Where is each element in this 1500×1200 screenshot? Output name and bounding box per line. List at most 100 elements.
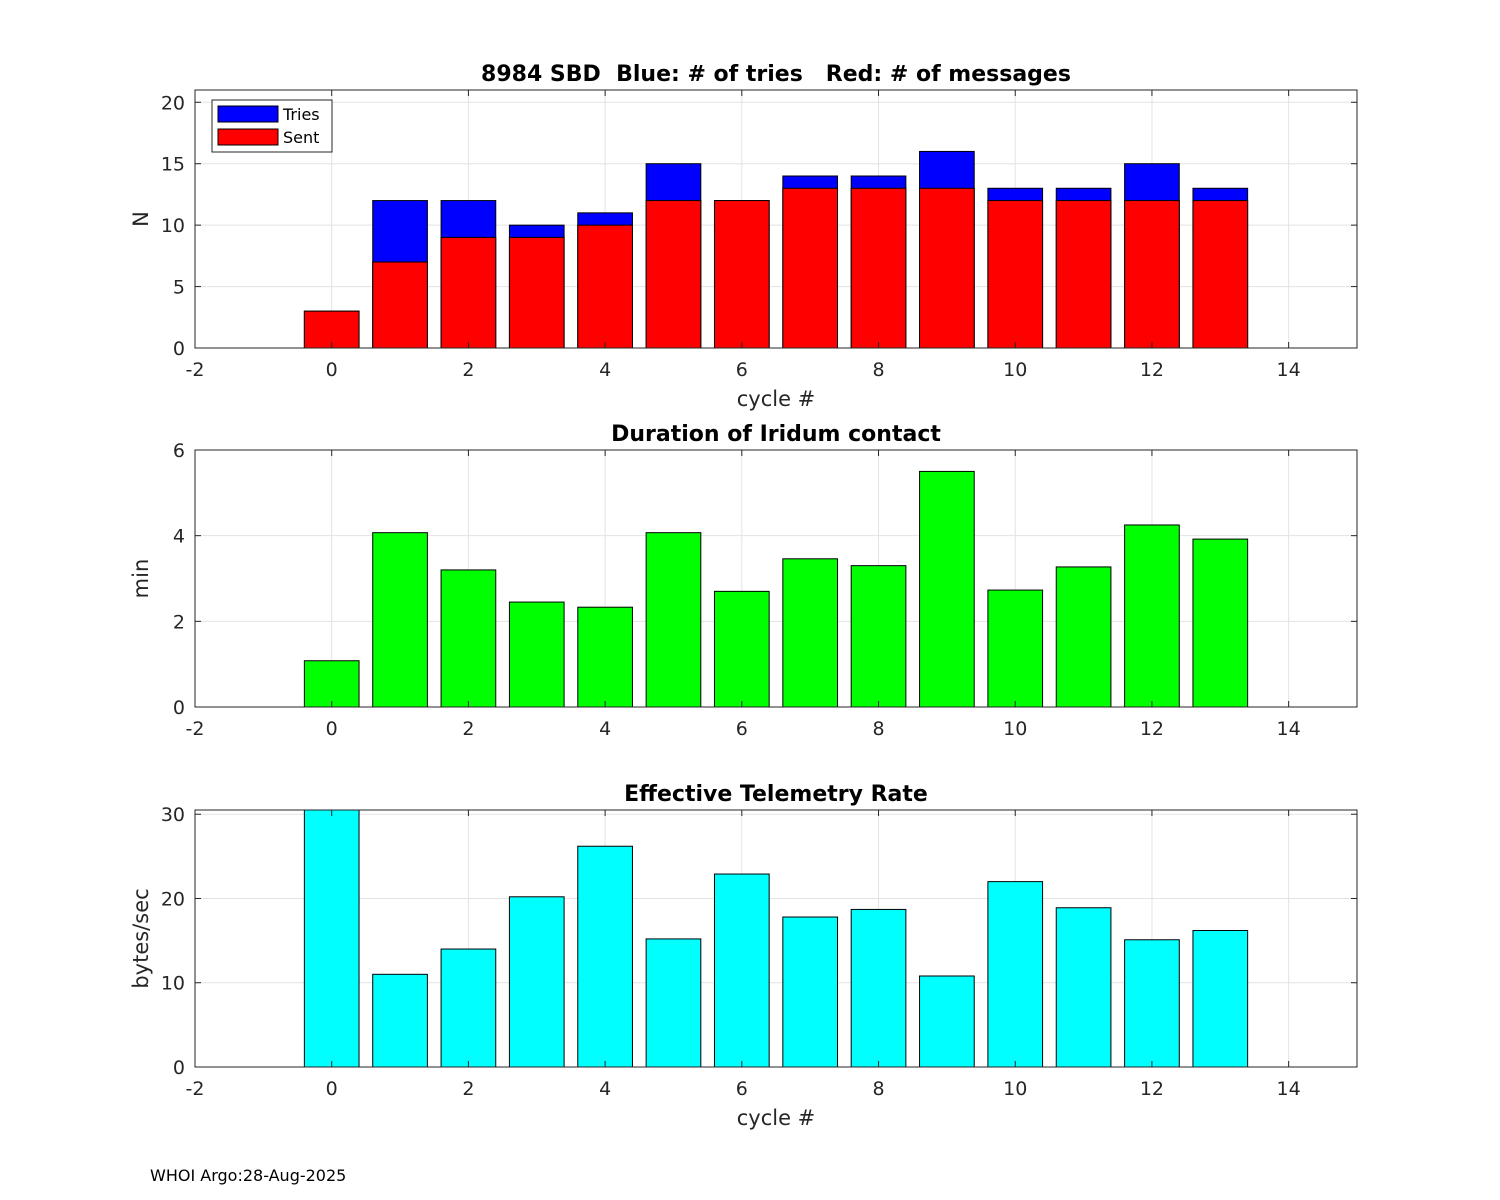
x-tick-label: 8: [872, 1078, 884, 1100]
chart-title: Effective Telemetry Rate: [624, 782, 928, 807]
bar-sent-cycle-11: [1055, 200, 1112, 349]
bar-value-cycle-2: [440, 948, 497, 1068]
y-tick-label: 10: [161, 973, 185, 995]
y-tick-label: 20: [161, 92, 185, 114]
x-tick-label: 4: [599, 1078, 611, 1100]
bar-value-cycle-4: [577, 845, 633, 1068]
x-tick-label: 10: [1003, 718, 1027, 740]
y-axis-label: N: [129, 211, 153, 227]
bar-value-cycle-0: [303, 660, 360, 708]
y-tick-label: 15: [161, 154, 185, 176]
x-tick-label: 4: [599, 718, 611, 740]
x-tick-label: 0: [326, 718, 338, 740]
bar-sent-cycle-9: [919, 187, 975, 349]
x-tick-label: 12: [1140, 718, 1164, 740]
bar-value-cycle-1: [372, 973, 428, 1068]
bar-sent-cycle-13: [1192, 200, 1249, 349]
bar-value-cycle-11: [1055, 566, 1112, 708]
bar-sent-cycle-10: [987, 200, 1044, 349]
x-tick-label: 2: [462, 1078, 474, 1100]
legend-label-sent: Sent: [283, 128, 319, 147]
y-axis-label: min: [129, 559, 153, 599]
bar-value-cycle-10: [987, 589, 1044, 708]
bar-value-cycle-6: [713, 873, 770, 1068]
bar-value-cycle-10: [987, 881, 1044, 1068]
bar-value-cycle-13: [1192, 538, 1249, 708]
chart-title: Duration of Iridum contact: [611, 422, 941, 447]
x-tick-label: 6: [736, 1078, 748, 1100]
y-tick-label: 5: [173, 277, 185, 299]
x-tick-label: 12: [1140, 359, 1164, 381]
bar-value-cycle-6: [713, 590, 770, 708]
bar-value-cycle-12: [1124, 524, 1180, 708]
y-tick-label: 10: [161, 215, 185, 237]
y-tick-label: 20: [161, 888, 185, 910]
x-tick-label: 14: [1277, 718, 1301, 740]
x-tick-label: 6: [736, 718, 748, 740]
bar-sent-cycle-3: [508, 236, 565, 349]
bar-value-cycle-2: [440, 569, 497, 708]
x-tick-label: 0: [326, 359, 338, 381]
bar-value-cycle-0: [303, 809, 360, 1068]
bar-value-cycle-3: [508, 896, 565, 1068]
legend-label-tries: Tries: [282, 105, 320, 124]
x-tick-label: 4: [599, 359, 611, 381]
bar-value-cycle-5: [645, 938, 702, 1068]
bar-value-cycle-8: [850, 565, 907, 708]
bar-value-cycle-13: [1192, 929, 1249, 1068]
bar-sent-cycle-2: [440, 236, 497, 349]
axes-box: [194, 809, 1358, 1068]
y-tick-label: 4: [173, 526, 185, 548]
x-tick-label: -2: [186, 1078, 205, 1100]
legend-swatch-tries: [217, 105, 279, 123]
y-tick-label: 0: [173, 1057, 185, 1079]
y-axis-label: bytes/sec: [129, 888, 153, 988]
bar-sent-cycle-4: [577, 224, 633, 349]
axes-box: [194, 449, 1358, 708]
legend-swatch-sent: [217, 128, 279, 146]
axes-box: [194, 89, 1358, 349]
x-tick-label: 8: [872, 718, 884, 740]
bar-sent-cycle-8: [850, 187, 907, 349]
x-tick-label: 14: [1277, 1078, 1301, 1100]
bar-sent-cycle-7: [782, 187, 839, 349]
x-tick-label: 0: [326, 1078, 338, 1100]
x-tick-label: 12: [1140, 1078, 1164, 1100]
x-tick-label: 10: [1003, 1078, 1027, 1100]
x-tick-label: -2: [186, 359, 205, 381]
x-tick-label: 14: [1277, 359, 1301, 381]
footer-stamp: WHOI Argo:28-Aug-2025: [150, 1166, 347, 1185]
x-tick-label: 8: [872, 359, 884, 381]
chart-title: 8984 SBD Blue: # of tries Red: # of mess…: [481, 62, 1071, 87]
bar-sent-cycle-5: [645, 200, 702, 349]
x-axis-label: cycle #: [737, 1106, 816, 1130]
bar-sent-cycle-1: [372, 261, 428, 349]
bar-value-cycle-9: [919, 470, 975, 708]
x-tick-label: 10: [1003, 359, 1027, 381]
y-tick-label: 6: [173, 440, 185, 462]
plot-area: [195, 450, 1357, 707]
x-tick-label: 2: [462, 718, 474, 740]
y-tick-label: 2: [173, 611, 185, 633]
bar-value-cycle-4: [577, 606, 633, 708]
y-tick-label: 0: [173, 338, 185, 360]
bar-value-cycle-7: [782, 916, 839, 1068]
x-axis-label: cycle #: [737, 387, 816, 411]
plot-area: [195, 90, 1357, 348]
x-tick-label: 6: [736, 359, 748, 381]
bar-value-cycle-12: [1124, 939, 1180, 1068]
x-tick-label: 2: [462, 359, 474, 381]
bar-value-cycle-8: [850, 908, 907, 1068]
bar-value-cycle-11: [1055, 907, 1112, 1068]
plot-area: [195, 810, 1357, 1067]
y-tick-label: 0: [173, 697, 185, 719]
bar-value-cycle-3: [508, 601, 565, 708]
bar-value-cycle-7: [782, 558, 839, 708]
bar-sent-cycle-12: [1124, 200, 1180, 349]
legend: Tries Sent: [211, 99, 333, 153]
bar-value-cycle-5: [645, 532, 702, 708]
